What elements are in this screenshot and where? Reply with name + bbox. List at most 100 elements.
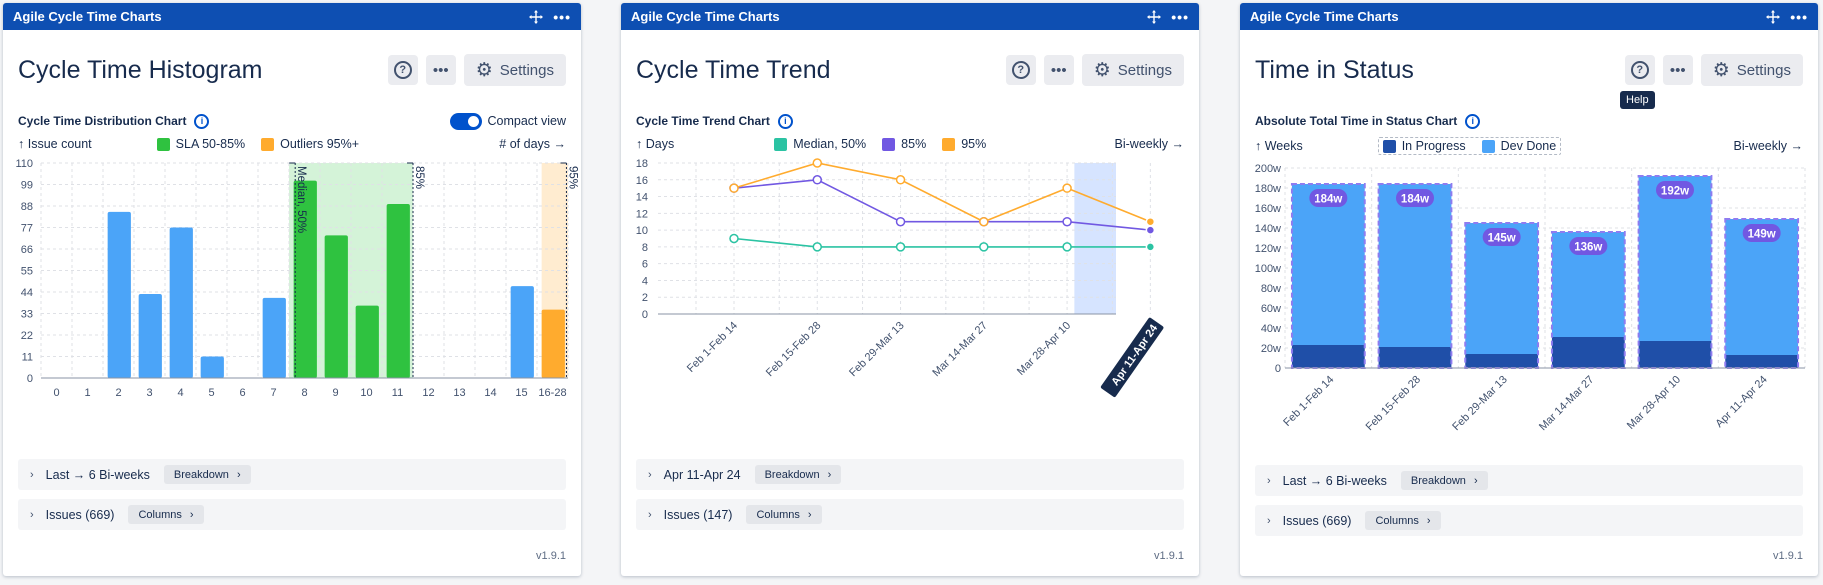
in-progress-bar — [1378, 347, 1452, 368]
move-icon[interactable] — [1147, 9, 1162, 24]
help-button[interactable]: ? — [387, 55, 418, 85]
y-tick-label: 2 — [642, 292, 648, 304]
y-tick-label: 0 — [642, 309, 648, 321]
legend-label: 85% — [901, 137, 927, 151]
range-row[interactable]: › Last → 6 Bi-weeks Breakdown › — [1255, 465, 1803, 496]
breakdown-button[interactable]: Breakdown › — [754, 465, 842, 484]
legend-swatch — [942, 137, 956, 151]
y-tick-label: 66 — [21, 244, 33, 256]
help-button[interactable]: ? — [1624, 55, 1655, 85]
x-axis-link[interactable]: # of days → — [499, 137, 566, 151]
trend-panel: Agile Cycle Time Charts ••• Cycle Time T… — [621, 3, 1199, 576]
x-tick-label: Mar 14-Mar 27 — [930, 320, 989, 379]
legend-sla[interactable]: SLA 50-85% — [156, 137, 245, 151]
series-point — [1062, 216, 1072, 227]
y-tick-label: 99 — [21, 180, 33, 192]
y-tick-label: 160w — [1255, 203, 1281, 215]
columns-label: Columns — [138, 508, 182, 521]
total-badge — [1482, 228, 1521, 246]
chart-label: Cycle Time Trend Chart — [636, 114, 770, 128]
legend-outliers[interactable]: Outliers 95%+ — [261, 137, 359, 151]
y-axis-label: ↑ Days — [636, 137, 675, 151]
breakdown-button[interactable]: Breakdown › — [163, 465, 251, 484]
chevron-right-icon: › — [648, 468, 652, 481]
breakdown-button[interactable]: Breakdown › — [1400, 471, 1488, 490]
y-tick-label: 8 — [642, 242, 648, 254]
in-progress-bar — [1291, 345, 1365, 368]
settings-button[interactable]: ⚙ Settings — [1700, 54, 1803, 86]
info-icon[interactable]: i — [777, 113, 793, 129]
range-row[interactable]: › Last → 6 Bi-weeks Breakdown › — [18, 459, 566, 490]
series-point — [895, 216, 906, 227]
legend-95[interactable]: 95% — [942, 137, 986, 151]
columns-label: Columns — [756, 508, 800, 521]
x-tick-label: Apr 11-Apr 24 — [1109, 322, 1160, 388]
legend-in-progress[interactable]: In Progress — [1382, 139, 1466, 153]
more-icon[interactable]: ••• — [553, 8, 571, 25]
more-icon[interactable]: ••• — [1790, 8, 1808, 25]
help-icon: ? — [1630, 61, 1649, 79]
issues-row[interactable]: › Issues (147) Columns › — [636, 499, 1184, 530]
settings-button[interactable]: ⚙ Settings — [1081, 54, 1184, 86]
total-badge — [1656, 181, 1694, 199]
x-axis-link[interactable]: Bi-weekly → — [1733, 139, 1803, 153]
legend-label: Outliers 95%+ — [280, 137, 360, 151]
y-tick-label: 18 — [636, 158, 648, 170]
series-point — [895, 242, 906, 252]
version-label: v1.9.1 — [1154, 550, 1184, 562]
move-icon[interactable] — [1766, 9, 1781, 24]
chevron-right-icon: › — [30, 468, 34, 481]
series-point — [895, 175, 906, 185]
more-icon: ••• — [1669, 61, 1686, 79]
y-tick-label: 0 — [27, 373, 33, 385]
help-button[interactable]: ? — [1005, 55, 1036, 85]
chevron-right-icon: › — [1267, 474, 1271, 487]
chart-label: Cycle Time Distribution Chart — [18, 114, 187, 128]
period-row[interactable]: › Apr 11-Apr 24 Breakdown › — [636, 459, 1184, 490]
more-button[interactable]: ••• — [425, 55, 456, 85]
move-icon[interactable] — [529, 9, 544, 24]
x-tick-label: Feb 29-Mar 13 — [1450, 374, 1510, 434]
more-icon: ••• — [1050, 61, 1067, 79]
total-label: 192w — [1661, 186, 1689, 198]
y-tick-label: 140w — [1255, 223, 1281, 235]
chevron-right-icon: › — [1473, 474, 1478, 487]
columns-button[interactable]: Columns › — [1365, 511, 1441, 530]
x-axis-link[interactable]: Bi-weekly → — [1114, 137, 1184, 151]
legend-dev-done[interactable]: Dev Done — [1481, 139, 1556, 153]
in-progress-bar — [1725, 355, 1799, 368]
panel-header: Agile Cycle Time Charts ••• — [1240, 3, 1818, 30]
total-label: 145w — [1488, 233, 1516, 245]
histogram-bar — [138, 293, 162, 378]
legend-swatch — [774, 137, 788, 151]
legend-swatch — [261, 137, 275, 151]
series-point — [1062, 242, 1072, 252]
columns-button[interactable]: Columns › — [746, 505, 822, 524]
issues-row[interactable]: › Issues (669) Columns › — [18, 499, 566, 530]
series-point — [729, 233, 739, 244]
x-tick-label: 0 — [53, 387, 59, 399]
legend-median[interactable]: Median, 50% — [774, 137, 866, 151]
legend-85[interactable]: 85% — [882, 137, 926, 151]
series-point — [979, 216, 989, 227]
more-button[interactable]: ••• — [1043, 55, 1074, 85]
series-point — [1145, 242, 1156, 252]
more-button[interactable]: ••• — [1662, 55, 1693, 85]
series-point — [812, 242, 823, 252]
legend-swatch — [1382, 139, 1396, 153]
histogram-bar — [169, 227, 193, 378]
info-icon[interactable]: i — [1465, 113, 1481, 129]
more-icon[interactable]: ••• — [1171, 8, 1189, 25]
info-icon[interactable]: i — [194, 113, 210, 129]
breakdown-label: Breakdown — [764, 468, 820, 481]
more-icon: ••• — [432, 61, 449, 79]
issues-row[interactable]: › Issues (669) Columns › — [1255, 505, 1803, 536]
columns-button[interactable]: Columns › — [128, 505, 204, 524]
settings-button[interactable]: ⚙ Settings — [463, 54, 566, 86]
series-point — [1062, 183, 1072, 193]
page-title: Time in Status — [1255, 55, 1414, 84]
legend-label: Median, 50% — [793, 137, 867, 151]
chevron-right-icon: › — [1267, 514, 1271, 527]
series-line — [733, 162, 1151, 223]
compact-view-toggle[interactable] — [449, 112, 482, 130]
